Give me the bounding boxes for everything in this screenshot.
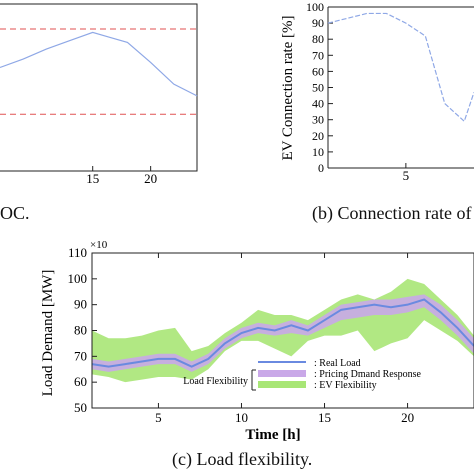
chart-c-ylabel: Load Demand [MW] <box>40 270 56 397</box>
chart-c-xtick-label-2: 15 <box>318 410 331 425</box>
chart-b-ytick-label-7: 70 <box>312 48 324 62</box>
chart-c-ytick-label-1: 60 <box>74 374 87 389</box>
chart-b-svg: 0 10 20 30 40 50 60 70 80 90 100 5 EV Connection rat… <box>280 0 474 183</box>
chart-b-ytick-label-0: 0 <box>318 161 324 175</box>
chart-c-ytick-label-2: 70 <box>74 348 87 363</box>
chart-c-legend-group-label: Load Flexibility <box>183 376 248 387</box>
chart-c-xtick-label-1: 10 <box>235 410 248 425</box>
chart-a-xtick-label-1: 20 <box>144 171 157 185</box>
chart-c-real-load-line <box>91 298 474 368</box>
chart-b-ytick-label-5: 50 <box>312 81 324 95</box>
chart-c-pricing-response-band <box>92 294 474 372</box>
chart-a-caption: OC. <box>0 203 30 223</box>
chart-c-legend-label-0: : Real Load <box>314 358 361 369</box>
chart-c-xtick-label-3: 20 <box>401 410 414 425</box>
chart-c-svg: 50 60 70 80 90 100 110 5 10 15 20 ×10 Time [h] Load D… <box>40 239 474 443</box>
chart-b-ytick-label-8: 80 <box>312 32 324 46</box>
chart-c-ytick-label-5: 100 <box>68 271 88 286</box>
chart-b-ytick-label-1: 10 <box>312 145 324 159</box>
chart-c-ytick-label-0: 50 <box>74 400 87 415</box>
chart-c-ytick-label-4: 90 <box>74 297 87 312</box>
chart-c-xtick-label-0: 5 <box>155 410 162 425</box>
chart-a-frame <box>0 3 198 172</box>
chart-b-ytick-label-9: 90 <box>312 16 324 30</box>
chart-c-legend-label-2: : EV Flexibility <box>314 380 377 391</box>
chart-b-ytick-label-10: 100 <box>306 0 324 14</box>
chart-a-series-line <box>0 31 198 97</box>
chart-c-xlabel: Time [h] <box>245 427 300 443</box>
chart-b-caption: (b) Connection rate of <box>312 203 472 223</box>
chart-b-xtick-label-0: 5 <box>403 168 410 183</box>
chart-a-xlabel: e [h] <box>0 184 25 185</box>
chart-a-svg: 15 20 e [h] <box>0 3 198 185</box>
chart-c-multiplier: ×10 <box>90 239 108 251</box>
chart-b-series-line <box>327 12 474 123</box>
chart-b-ylabel: EV Connection rate [%] <box>280 15 296 160</box>
chart-c-legend-swatch-1 <box>258 370 306 377</box>
chart-c-legend-label-1: : Pricing Dmand Response <box>314 369 421 380</box>
chart-c-legend-swatch-2 <box>258 381 306 388</box>
chart-b-ytick-label-2: 20 <box>312 129 324 143</box>
chart-b-ytick-label-6: 60 <box>312 64 324 78</box>
chart-c-caption: (c) Load flexibility. <box>172 449 313 469</box>
chart-c-ytick-label-3: 80 <box>74 323 87 338</box>
chart-b-ytick-label-4: 40 <box>312 97 324 111</box>
chart-a-xtick-label-0: 15 <box>86 171 99 185</box>
chart-c-ytick-label-6: 110 <box>68 245 87 260</box>
chart-b-ytick-label-3: 30 <box>312 113 324 127</box>
